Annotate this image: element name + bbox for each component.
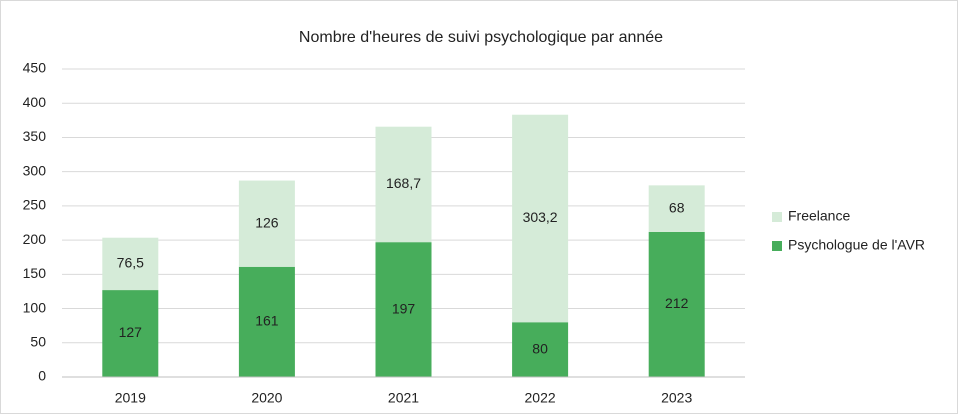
y-tick-label: 100 xyxy=(23,299,47,315)
x-tick-label: 2023 xyxy=(661,390,692,406)
data-label: 212 xyxy=(665,295,689,311)
y-tick-label: 400 xyxy=(23,94,47,110)
y-tick-label: 450 xyxy=(23,60,47,76)
bar-segment xyxy=(512,322,569,377)
data-label: 303,2 xyxy=(523,209,558,225)
y-tick-label: 150 xyxy=(23,265,47,281)
bar-segment xyxy=(102,290,159,377)
data-label: 161 xyxy=(255,313,279,329)
data-label: 197 xyxy=(392,300,416,316)
x-tick-label: 2020 xyxy=(251,390,282,406)
bar-segment xyxy=(375,242,432,377)
data-label: 168,7 xyxy=(386,175,421,191)
y-tick-label: 250 xyxy=(23,197,47,213)
data-label: 126 xyxy=(255,214,279,230)
x-tick-label: 2019 xyxy=(115,390,146,406)
bar-segment xyxy=(648,231,705,377)
y-tick-label: 300 xyxy=(23,162,47,178)
y-tick-label: 200 xyxy=(23,231,47,247)
legend-label: Psychologue de l'AVR xyxy=(788,237,925,253)
bar-segment xyxy=(238,266,295,377)
bar-segment xyxy=(648,185,705,232)
data-label: 68 xyxy=(669,199,685,215)
x-tick-label: 2021 xyxy=(388,390,419,406)
data-label: 76,5 xyxy=(117,255,144,271)
bar-segment xyxy=(238,180,295,267)
legend-swatch xyxy=(772,241,782,251)
y-tick-label: 50 xyxy=(30,333,46,349)
y-tick-label: 350 xyxy=(23,128,47,144)
x-tick-label: 2022 xyxy=(525,390,556,406)
bar-segment xyxy=(512,114,569,323)
bar-segment xyxy=(375,126,432,243)
bar-segment xyxy=(102,237,159,291)
data-label: 127 xyxy=(119,324,143,340)
y-tick-label: 0 xyxy=(38,368,46,384)
legend-swatch xyxy=(772,212,782,222)
data-label: 80 xyxy=(532,340,548,356)
legend-label: Freelance xyxy=(788,208,850,224)
chart-title: Nombre d'heures de suivi psychologique p… xyxy=(299,29,663,46)
